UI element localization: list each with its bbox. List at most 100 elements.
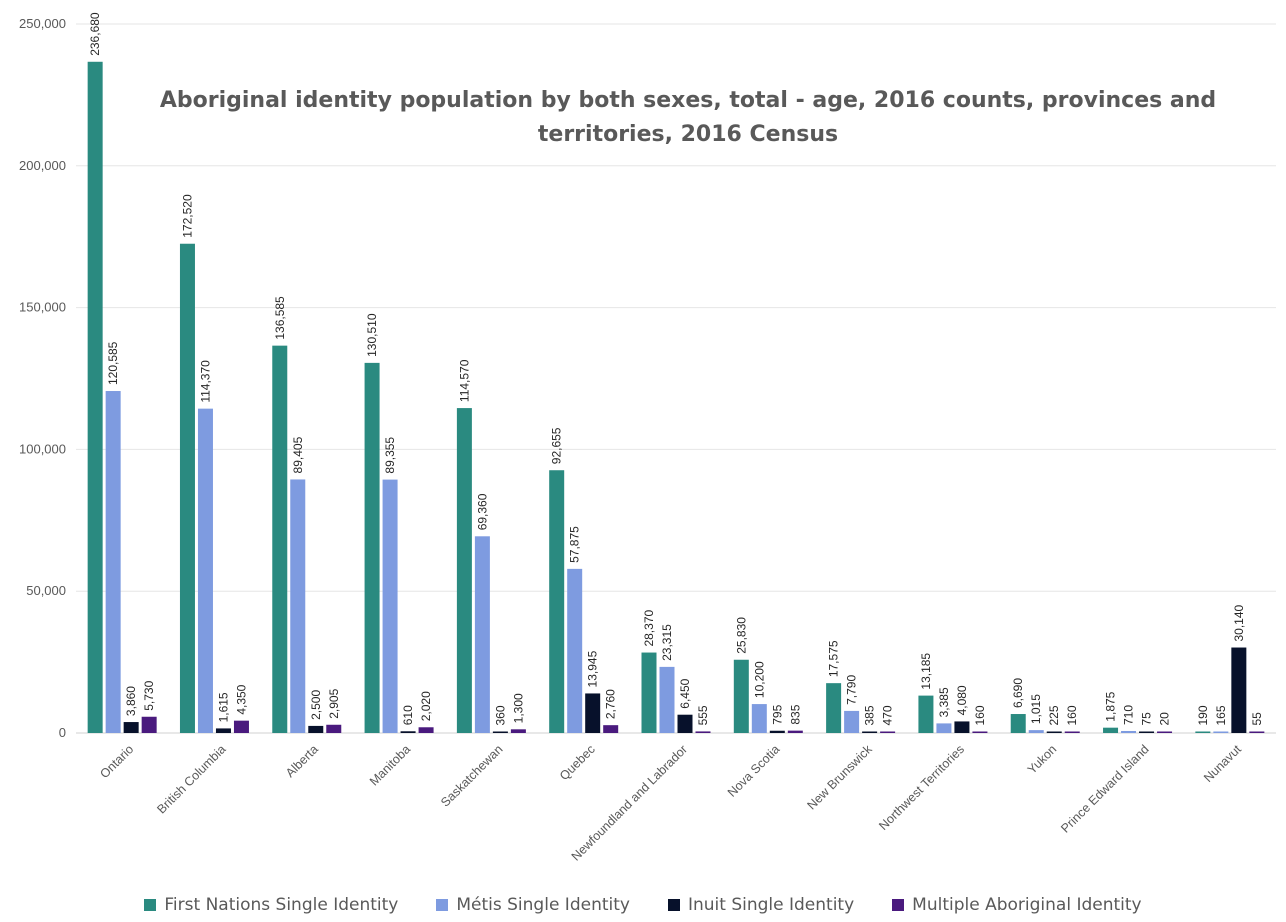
legend-item-inuit[interactable]: Inuit Single Identity [667,895,854,915]
data-label: 470 [881,705,895,725]
data-label: 160 [973,705,987,725]
bar[interactable] [918,695,934,733]
bar[interactable] [326,724,342,733]
bar[interactable] [364,362,380,733]
data-label: 92,655 [550,427,564,464]
data-label: 20 [1158,712,1172,726]
bar[interactable] [1028,730,1044,733]
bar[interactable] [659,666,675,733]
data-label: 172,520 [180,194,194,238]
legend-swatch [667,899,680,911]
bar[interactable] [456,408,472,733]
bar[interactable] [474,536,490,733]
bar[interactable] [1010,714,1026,733]
bar[interactable] [641,652,657,733]
x-tick-label: Prince Edward Island [1058,742,1151,835]
x-tick-label: Nunavut [1201,742,1244,785]
bar[interactable] [308,725,324,733]
data-label: 4,080 [955,685,969,715]
data-label: 69,360 [475,493,489,530]
bar[interactable] [769,730,785,733]
data-label: 165 [1214,705,1228,725]
data-labels: 236,680 120,585 3,860 5,730 172,520 114,370 1,… [88,12,1264,725]
x-axis: Ontario British Columbia Alberta Manitoba Sa… [97,742,1244,864]
bar[interactable] [567,568,583,733]
data-label: 4,350 [234,684,248,714]
bar[interactable] [1046,731,1062,734]
bar[interactable] [972,731,988,734]
bar[interactable] [1157,731,1173,734]
bar[interactable] [954,721,970,733]
bar[interactable] [1103,727,1119,733]
bar[interactable] [179,243,195,733]
bars [87,61,1265,734]
bar[interactable] [233,720,249,733]
data-label: 610 [401,705,415,725]
bar[interactable] [400,731,416,733]
data-label: 1,615 [216,692,230,722]
legend-swatch [144,899,157,911]
data-label: 2,760 [604,689,618,719]
bar[interactable] [382,479,398,733]
bar[interactable] [272,345,288,733]
bar[interactable] [936,723,952,733]
bar[interactable] [141,716,157,733]
data-label: 1,015 [1029,694,1043,724]
data-label: 160 [1065,705,1079,725]
bar[interactable] [492,731,508,734]
bar[interactable] [826,683,842,733]
x-tick-label: Alberta [283,742,321,780]
data-label: 25,830 [734,617,748,654]
y-tick-label: 50,000 [26,583,66,598]
bar[interactable] [197,408,213,733]
bar[interactable] [123,722,139,733]
bar[interactable] [1064,731,1080,734]
bar[interactable] [1213,731,1229,734]
legend-item-metis[interactable]: Métis Single Identity [436,895,630,915]
bar[interactable] [862,731,878,734]
y-tick-label: 150,000 [19,300,66,315]
bar[interactable] [844,710,860,733]
bar[interactable] [105,391,121,733]
bar[interactable] [733,659,749,733]
chart-title-line-1: Aboriginal identity population by both s… [160,88,1216,113]
bar[interactable] [695,731,711,733]
bar[interactable] [1121,730,1137,733]
bar[interactable] [418,727,434,733]
bar[interactable] [751,704,767,733]
legend-label: Multiple Aboriginal Identity [912,895,1142,915]
data-label: 5,730 [142,680,156,710]
bar[interactable] [787,730,803,733]
x-tick-label: Saskatchewan [438,742,505,809]
bar[interactable] [1139,731,1155,734]
bar[interactable] [87,61,103,734]
bar[interactable] [1249,731,1265,734]
x-tick-label: Nova Scotia [725,742,783,800]
bar[interactable] [290,479,306,733]
bar[interactable] [1195,731,1211,734]
data-label: 2,905 [327,688,341,718]
data-label: 385 [863,705,877,725]
data-label: 57,875 [568,526,582,563]
bar[interactable] [603,725,619,733]
bar[interactable] [1231,647,1247,733]
y-tick-label: 200,000 [19,158,66,173]
legend-item-first-nations[interactable]: First Nations Single Identity [144,895,398,915]
data-label: 236,680 [88,12,102,56]
data-label: 225 [1047,705,1061,725]
x-tick-label: Yukon [1025,742,1060,777]
legend-swatch [892,899,905,911]
data-label: 55 [1250,712,1264,726]
data-label: 835 [788,704,802,724]
bar[interactable] [510,729,526,733]
data-label: 7,790 [845,675,859,705]
bar[interactable] [880,731,896,734]
legend: First Nations Single Identity Métis Sing… [0,892,1286,918]
y-tick-label: 0 [59,725,66,740]
bar[interactable] [585,693,601,733]
bar[interactable] [549,470,565,733]
data-label: 114,570 [457,359,471,402]
bar[interactable] [215,728,231,733]
legend-item-multiple[interactable]: Multiple Aboriginal Identity [892,895,1142,915]
bar[interactable] [677,714,693,733]
